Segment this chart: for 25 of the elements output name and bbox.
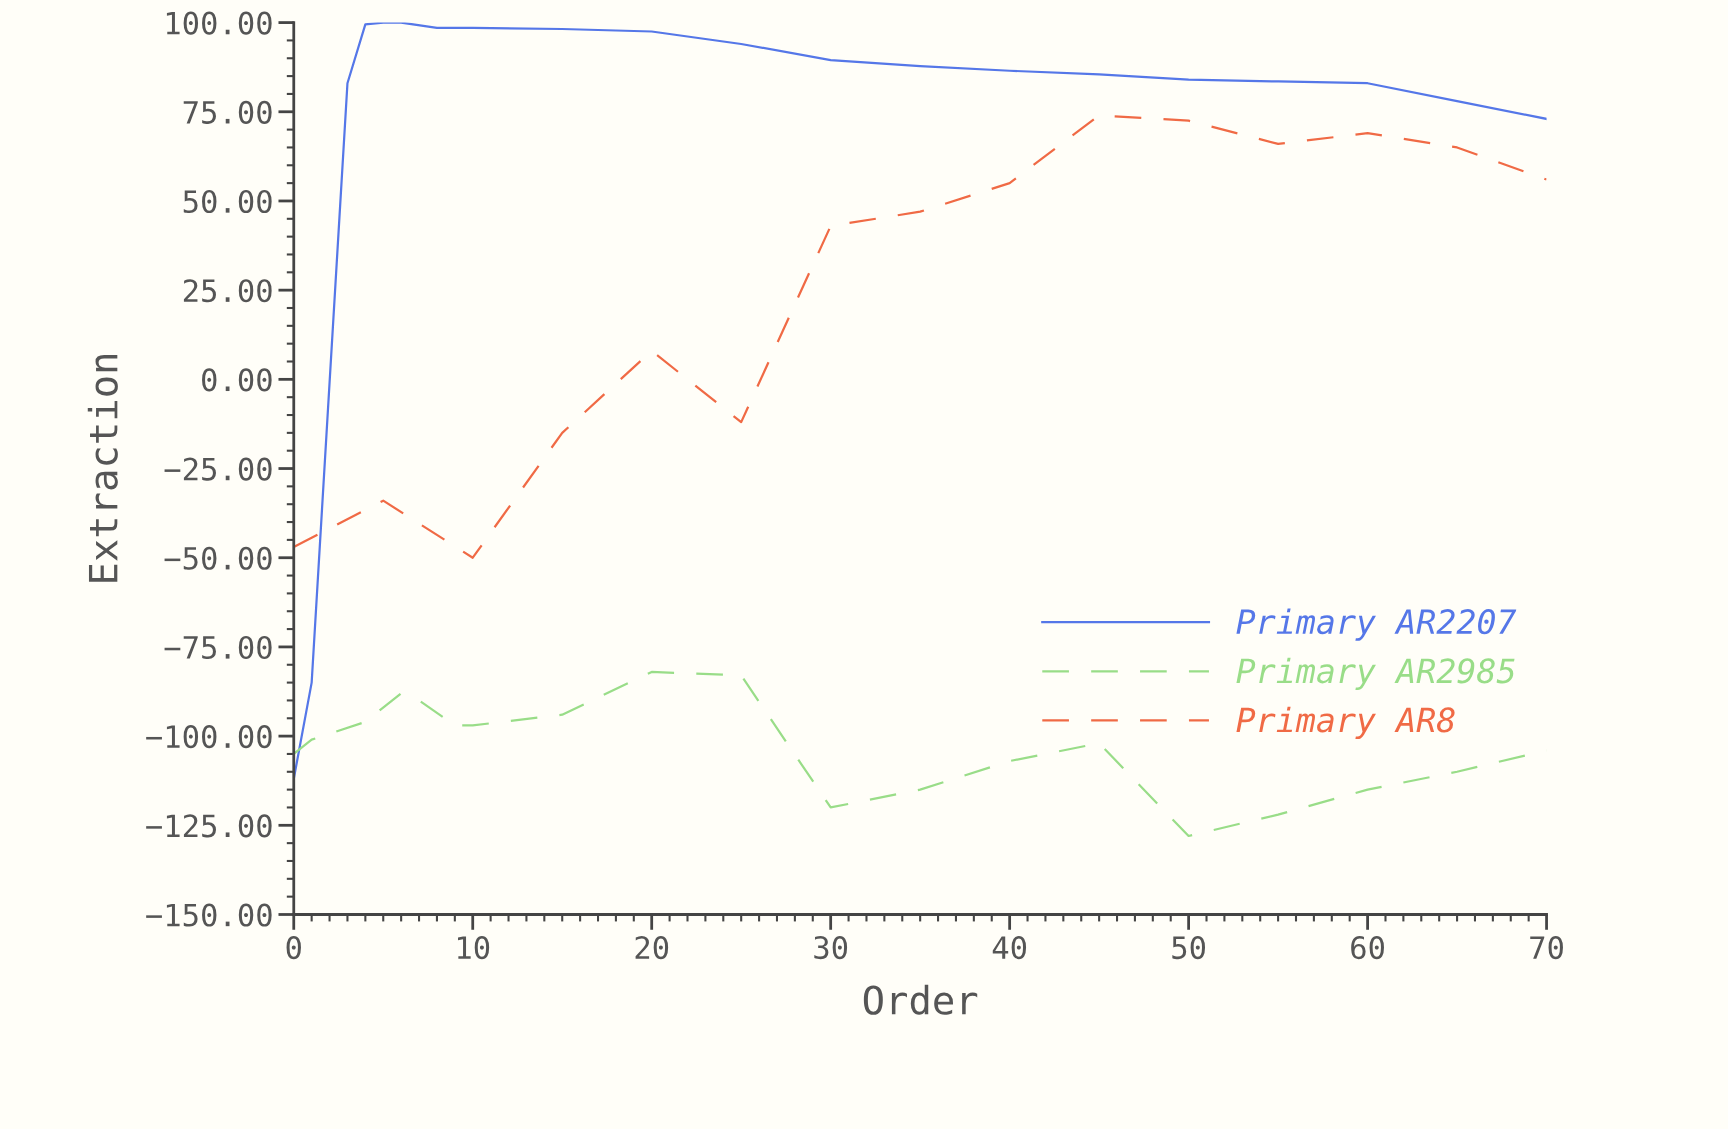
- x-tick-label: 50: [1172, 936, 1206, 960]
- y-tick-label: 75.00: [183, 100, 272, 124]
- y-tick-label: 0.00: [202, 368, 272, 392]
- text: Primary AR2207: [1236, 608, 1517, 641]
- y-tick-label: 100.00: [166, 11, 272, 35]
- y-axis-title: Extraction: [87, 354, 118, 582]
- y-tick-label: −150.00: [146, 903, 272, 927]
- x-axis-title: Order: [863, 984, 978, 1015]
- y-tick-label: −125.00: [146, 814, 272, 838]
- x-tick-label: 60: [1351, 936, 1384, 960]
- x-tick-label: 0: [286, 936, 301, 960]
- y-tick-label: 50.00: [183, 189, 272, 214]
- series-label: Primary AR2985: [1236, 657, 1515, 690]
- line-series: [293, 114, 1547, 559]
- y-tick-label: −50.00: [164, 546, 272, 570]
- x-tick-label: 30: [814, 936, 848, 960]
- y-tick-label: −25.00: [164, 457, 272, 481]
- x-tick-label: 10: [458, 936, 490, 960]
- y-tick-label: −100.00: [146, 725, 272, 749]
- y-tick-label: 25.00: [183, 279, 272, 303]
- x-tick-label: 70: [1530, 936, 1563, 960]
- text: Primary AR8: [1236, 706, 1455, 739]
- x-tick-label: 20: [635, 936, 669, 960]
- y-tick-label: −75.00: [164, 635, 272, 660]
- x-tick-label: 40: [992, 936, 1027, 960]
